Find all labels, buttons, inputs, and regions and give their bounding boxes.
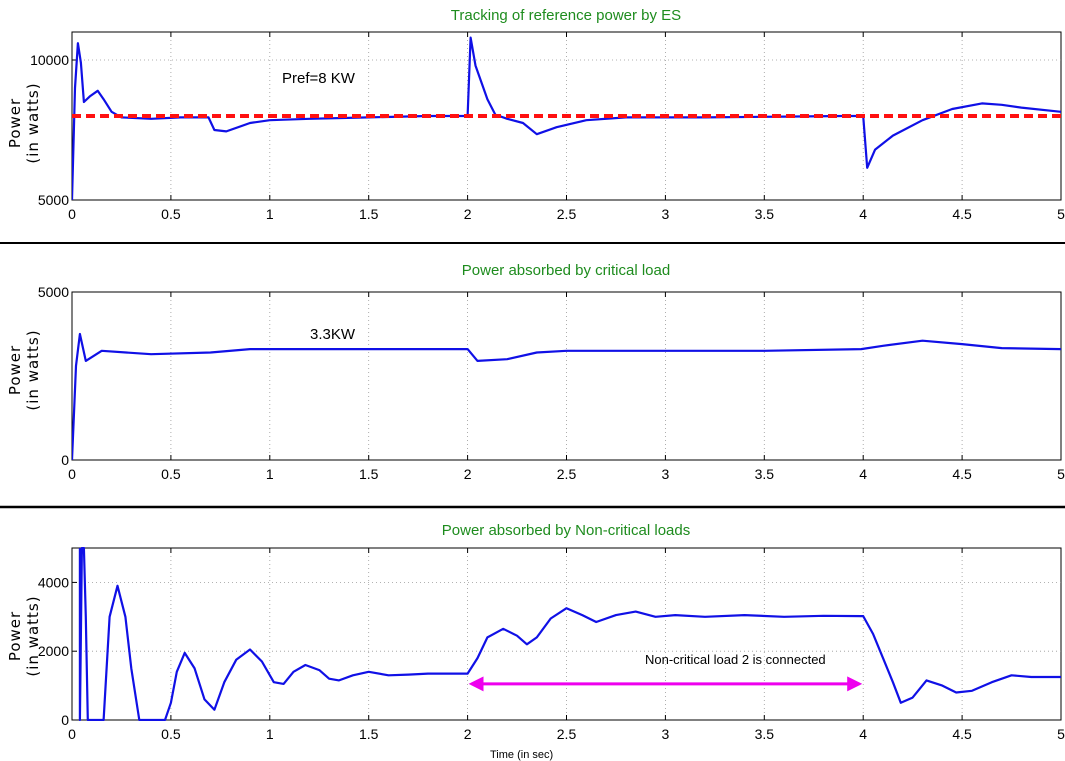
x-tick-label: 1.5 <box>359 466 379 482</box>
x-tick-label: 2 <box>464 726 472 742</box>
y-tick-label: 5000 <box>38 192 69 208</box>
x-tick-label: 3 <box>662 726 670 742</box>
x-tick-label: 3.5 <box>755 206 775 222</box>
x-tick-label: 3 <box>662 466 670 482</box>
x-tick-label: 2.5 <box>557 466 577 482</box>
x-tick-label: 4 <box>859 466 867 482</box>
x-tick-label: 1 <box>266 206 274 222</box>
y-axis-label-line2: (in watts) <box>24 82 42 163</box>
x-tick-label: 4 <box>859 206 867 222</box>
x-tick-label: 0.5 <box>161 726 181 742</box>
x-tick-label: 4.5 <box>952 726 972 742</box>
y-axis-label-line2: (in watts) <box>24 595 42 676</box>
x-axis-label: Time (in sec) <box>490 749 553 761</box>
x-tick-label: 4.5 <box>952 466 972 482</box>
y-tick-label: 0 <box>61 712 69 728</box>
y-tick-label: 10000 <box>30 52 69 68</box>
y-axis-label-line2: (in watts) <box>24 329 42 410</box>
x-tick-label: 4.5 <box>952 206 972 222</box>
x-tick-label: 3.5 <box>755 466 775 482</box>
x-tick-label: 5 <box>1057 726 1065 742</box>
x-tick-label: 0 <box>68 206 76 222</box>
y-tick-label: 2000 <box>38 643 69 659</box>
x-tick-label: 2.5 <box>557 726 577 742</box>
x-tick-label: 0.5 <box>161 206 181 222</box>
y-tick-label: 0 <box>61 452 69 468</box>
x-tick-label: 2 <box>464 206 472 222</box>
series-line <box>72 332 1061 461</box>
chart-title: Power absorbed by Non-critical loads <box>442 522 690 539</box>
x-tick-label: 5 <box>1057 466 1065 482</box>
x-tick-label: 1.5 <box>359 726 379 742</box>
x-tick-label: 5 <box>1057 206 1065 222</box>
chart-title: Power absorbed by critical load <box>462 262 670 279</box>
x-tick-label: 1.5 <box>359 206 379 222</box>
x-tick-label: 3.5 <box>755 726 775 742</box>
chart-title: Tracking of reference power by ES <box>451 7 681 24</box>
x-tick-label: 0.5 <box>161 466 181 482</box>
y-axis-label-line1: Power <box>6 98 24 148</box>
x-tick-label: 2 <box>464 466 472 482</box>
x-tick-label: 2.5 <box>557 206 577 222</box>
x-tick-label: 3 <box>662 206 670 222</box>
x-tick-label: 4 <box>859 726 867 742</box>
y-tick-label: 5000 <box>38 284 69 300</box>
annotation-3-3kw: 3.3KW <box>310 326 356 343</box>
panel-non-critical-loads: Power absorbed by Non-critical loads Powe… <box>6 522 1065 761</box>
y-tick-label: 4000 <box>38 574 69 590</box>
annotation-load-connected: Non-critical load 2 is connected <box>645 652 826 667</box>
x-tick-label: 0 <box>68 466 76 482</box>
panel-critical-load: Power absorbed by critical load Power (in … <box>6 262 1065 482</box>
series-line <box>78 547 1061 721</box>
y-axis-label-line1: Power <box>6 611 24 661</box>
series-line <box>72 36 1061 201</box>
annotation-pref: Pref=8 KW <box>282 70 356 87</box>
x-tick-label: 1 <box>266 466 274 482</box>
x-tick-label: 0 <box>68 726 76 742</box>
y-axis-label-line1: Power <box>6 345 24 395</box>
x-tick-label: 1 <box>266 726 274 742</box>
panel-ref-power: Tracking of reference power by ES Power (i… <box>6 7 1065 222</box>
